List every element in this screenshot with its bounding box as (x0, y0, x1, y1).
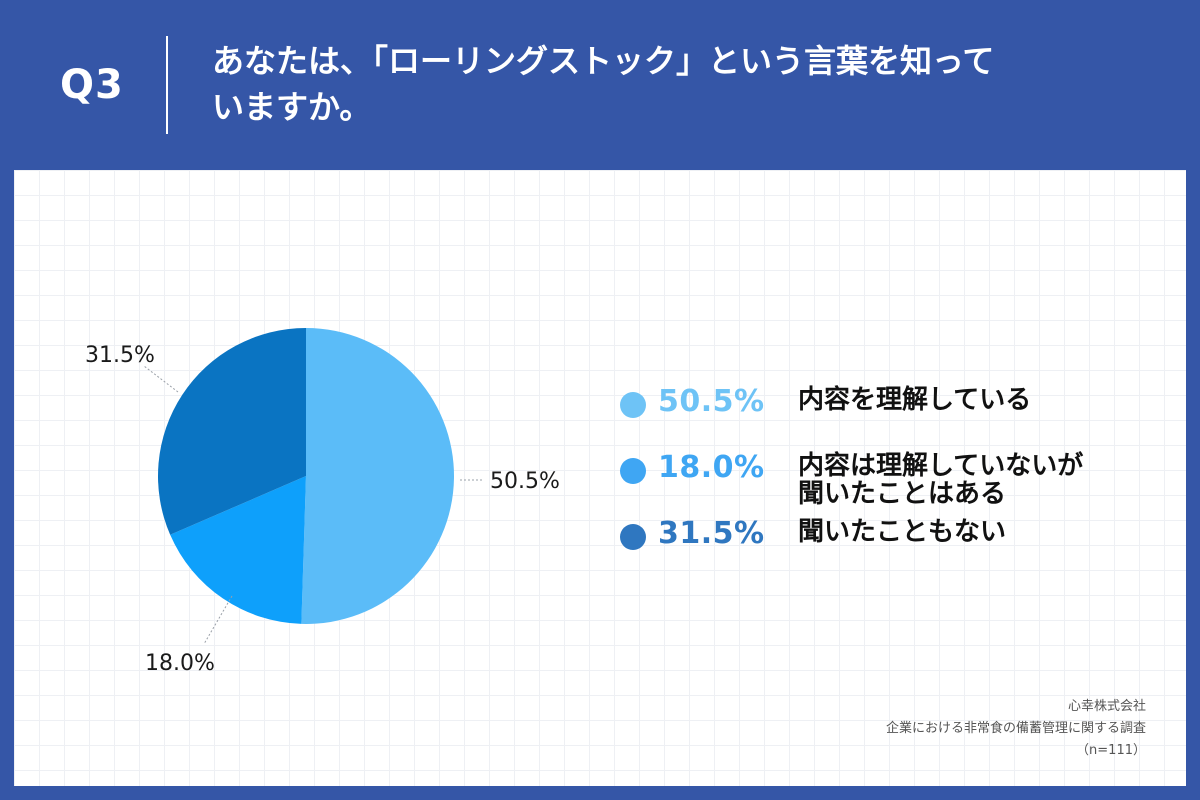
question-title-line1: あなたは、「ローリングストック」という言葉を知って (212, 42, 995, 80)
question-label: Q3 (60, 62, 124, 108)
legend-item-understand: 50.5% 内容を理解している (620, 384, 1160, 458)
legend-label-line2: 聞いたことはある (798, 479, 1007, 509)
legend: 50.5% 内容を理解している 18.0% 内容は理解していないが 聞いたことは… (620, 384, 1160, 590)
chart-panel: 50.5% 18.0% 31.5% 50.5% 内容を理解している 18.0% 内容… (14, 170, 1186, 786)
header-divider (166, 36, 168, 134)
slice-label-never-heard: 31.5% (85, 343, 155, 368)
pie-chart: 50.5% 18.0% 31.5% (85, 328, 560, 676)
footer-survey: 企業における非常食の備蓄管理に関する調査 (885, 721, 1146, 736)
legend-label: 聞いたこともない (798, 518, 1158, 546)
legend-item-heard: 18.0% 内容は理解していないが 聞いたことはある (620, 450, 1160, 524)
legend-dot-icon (620, 524, 646, 550)
legend-percent: 18.0% (658, 450, 765, 485)
legend-dot-icon (620, 392, 646, 418)
legend-label-line1: 内容を理解している (798, 385, 1032, 415)
slice-label-understand: 50.5% (490, 469, 560, 494)
legend-label: 内容は理解していないが 聞いたことはある (798, 452, 1158, 508)
pie-slice-understand (301, 328, 454, 624)
slice-label-heard: 18.0% (145, 651, 215, 676)
legend-percent: 50.5% (658, 384, 765, 419)
legend-label-line1: 聞いたこともない (798, 517, 1007, 547)
legend-label-line1: 内容は理解していないが (798, 451, 1084, 481)
legend-label: 内容を理解している (798, 386, 1158, 414)
legend-percent: 31.5% (658, 516, 765, 551)
header: Q3 あなたは、「ローリングストック」という言葉を知って いますか。 (0, 0, 1200, 170)
slice-leader-line (203, 595, 233, 645)
footer-sample: （n=111） (1076, 743, 1146, 758)
pie-slice-heard (170, 476, 306, 624)
question-title-line2: いますか。 (212, 88, 372, 126)
footer: 心幸株式会社 企業における非常食の備蓄管理に関する調査 （n=111） (886, 696, 1146, 762)
footer-company: 心幸株式会社 (1067, 699, 1146, 714)
legend-item-never-heard: 31.5% 聞いたこともない (620, 516, 1160, 590)
legend-dot-icon (620, 458, 646, 484)
slice-leader-line (143, 365, 179, 393)
pie-slice-never-heard (157, 328, 306, 535)
question-title: あなたは、「ローリングストック」という言葉を知って いますか。 (212, 38, 1112, 130)
